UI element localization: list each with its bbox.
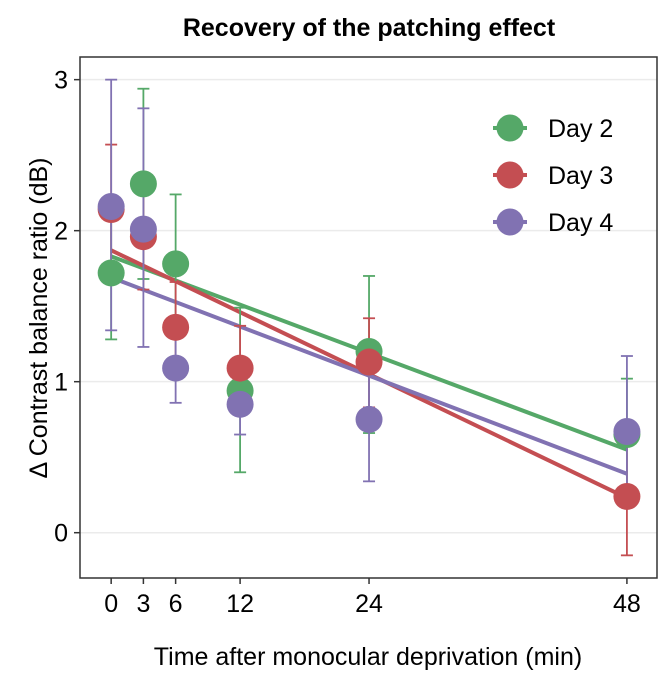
y-tick-label: 2 — [54, 218, 68, 246]
legend-marker — [496, 114, 524, 142]
x-axis: 0 3 6 12 24 48 — [104, 578, 641, 618]
y-axis-label: Δ Contrast balance ratio (dB) — [25, 157, 53, 478]
data-point — [97, 259, 125, 287]
data-point — [226, 390, 254, 418]
y-tick-label: 1 — [54, 369, 68, 397]
data-point — [355, 348, 383, 376]
y-tick-label: 0 — [54, 520, 68, 548]
x-tick-label: 6 — [169, 590, 183, 618]
data-point — [355, 405, 383, 433]
x-tick-label: 3 — [136, 590, 150, 618]
data-point — [129, 215, 157, 243]
x-tick-label: 0 — [104, 590, 118, 618]
x-tick-label: 48 — [613, 590, 641, 618]
data-point — [129, 170, 157, 198]
x-axis-label: Time after monocular deprivation (min) — [154, 643, 582, 671]
y-tick-label: 3 — [54, 67, 68, 95]
y-axis: 0 1 2 3 — [54, 67, 80, 548]
legend-marker — [496, 208, 524, 236]
x-tick-label: 24 — [355, 590, 383, 618]
data-points — [97, 170, 641, 510]
data-point — [613, 418, 641, 446]
data-point — [162, 250, 190, 278]
x-tick-label: 12 — [226, 590, 254, 618]
legend-label: Day 2 — [548, 115, 613, 143]
data-point — [226, 354, 254, 382]
data-point — [162, 354, 190, 382]
data-point — [97, 193, 125, 221]
data-point — [613, 482, 641, 510]
chart-title: Recovery of the patching effect — [183, 14, 556, 42]
legend: Day 2 Day 3 Day 4 — [493, 114, 613, 237]
legend-marker — [496, 161, 524, 189]
legend-label: Day 3 — [548, 162, 613, 190]
legend-label: Day 4 — [548, 209, 613, 237]
data-point — [162, 313, 190, 341]
